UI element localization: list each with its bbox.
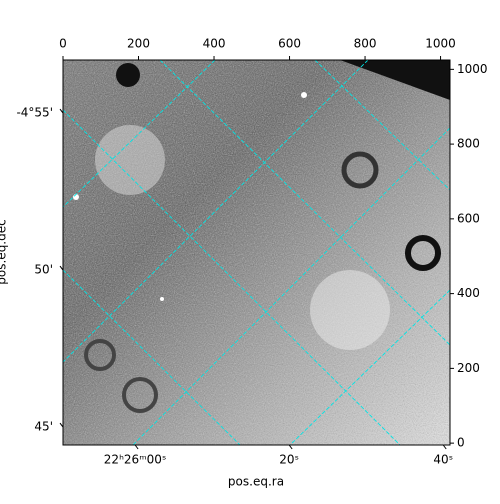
y-tick-label: 1000 bbox=[457, 62, 488, 76]
x-tick-label: 0 bbox=[59, 37, 67, 51]
y-axis-label: pos.eq.dec bbox=[0, 219, 9, 284]
dec-tick bbox=[59, 108, 64, 114]
plot-frame bbox=[62, 59, 451, 446]
ra-tick-label: 22ʰ26ᵐ00ˢ bbox=[104, 453, 167, 467]
dec-tick-label: -4°55' bbox=[16, 106, 53, 120]
y-tick-label: 400 bbox=[457, 286, 480, 300]
x-tick-label: 800 bbox=[354, 37, 377, 51]
x-tick-label: 1000 bbox=[425, 37, 456, 51]
dec-tick bbox=[59, 422, 64, 428]
ra-tick-label: 20ˢ bbox=[279, 453, 299, 467]
ra-tick bbox=[134, 444, 139, 450]
x-axis-label: pos.eq.ra bbox=[228, 475, 284, 489]
ra-tick-label: 40ˢ bbox=[433, 453, 453, 467]
y-tick-label: 200 bbox=[457, 361, 480, 375]
ra-tick bbox=[288, 444, 293, 450]
y-tick-label: 0 bbox=[457, 436, 465, 450]
x-tick-label: 400 bbox=[203, 37, 226, 51]
ra-tick bbox=[442, 444, 447, 450]
sky-image bbox=[63, 60, 450, 445]
x-tick-label: 200 bbox=[127, 37, 150, 51]
dec-tick bbox=[59, 265, 64, 271]
y-tick-label: 800 bbox=[457, 137, 480, 151]
x-tick-label: 600 bbox=[278, 37, 301, 51]
dec-tick-label: 45' bbox=[34, 420, 53, 434]
dec-tick-label: 50' bbox=[34, 263, 53, 277]
y-tick-label: 600 bbox=[457, 211, 480, 225]
